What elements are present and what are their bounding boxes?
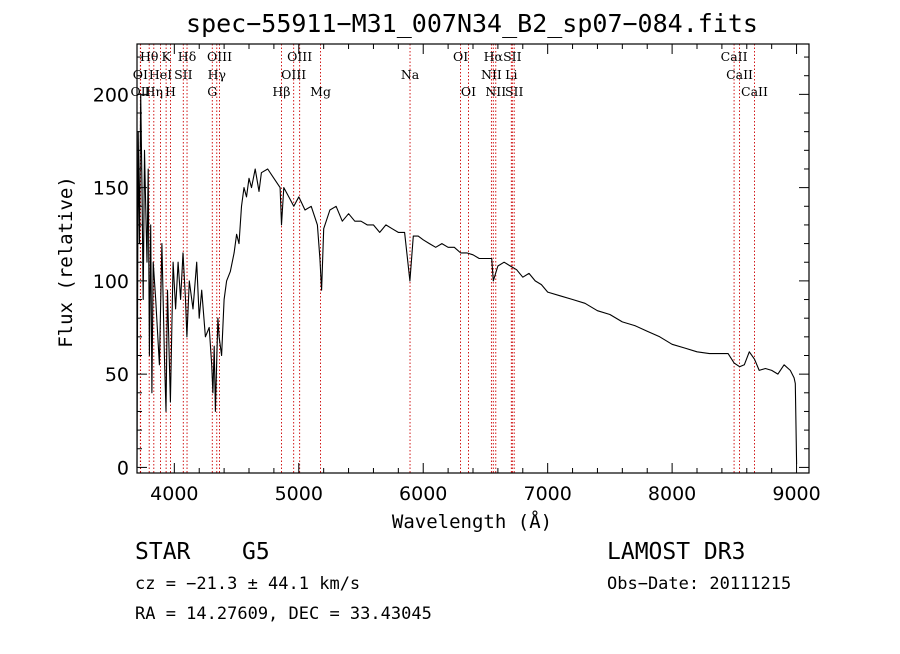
spectral-line-label: Li [505,67,517,82]
spectral-line-label: Na [401,67,420,82]
spectral-line-label: Hβ [272,84,290,99]
spectral-line-label: G [207,84,217,99]
spectral-line-label: Hγ [208,67,226,82]
spectral-line-label: SII [505,84,524,99]
spectral-line-labels: OI OII Hθ Hη HeI K H SII Hδ G Hγ OIII Hβ OIII OIII Mg Na… [131,49,768,99]
spectral-line-label: OII [131,84,151,99]
survey-name: LAMOST DR3 [607,539,745,565]
object-class: STAR [135,539,191,565]
spectral-line-label: OIII [281,67,306,82]
spectral-line-markers [139,44,755,473]
spectral-line-label: CaII [741,84,768,99]
y-tick-label: 200 [93,84,129,106]
y-tick-label: 100 [93,271,129,293]
y-tick-label: 50 [105,364,129,386]
y-axis-label: Flux (relative) [55,176,77,348]
y-tick-label: 0 [117,457,129,479]
spectral-line-label: OI [133,67,148,82]
y-axis: 0 50 100 150 200 [93,56,809,479]
coordinates: RA = 14.27609, DEC = 33.43045 [135,604,432,624]
spectral-line-label: Hα [484,49,504,64]
spectral-line-label: OI [453,49,468,64]
x-axis-label: Wavelength (Å) [392,510,552,533]
spectral-line-label: Hη [145,84,163,99]
x-tick-label: 9000 [772,483,820,505]
x-tick-label: 6000 [399,483,447,505]
x-tick-label: 8000 [648,483,696,505]
spectral-line-label: H [165,84,176,99]
spectrum-line [136,93,798,468]
spectral-line-label: CaII [721,49,748,64]
spectral-line-label: NII [485,84,506,99]
spectral-line-label: CaII [726,67,753,82]
spectral-line-label: OIII [207,49,232,64]
spectral-line-label: K [161,49,171,64]
x-tick-label: 7000 [523,483,571,505]
spectral-line-label: SII [174,67,193,82]
x-tick-label: 4000 [150,483,198,505]
spectral-line-label: OIII [287,49,312,64]
y-tick-label: 150 [93,178,129,200]
plot-frame [136,43,810,474]
spectral-line-label: Mg [310,84,331,99]
chart-title: spec−55911−M31_007N34_B2_sp07−084.fits [186,9,758,38]
spectral-line-label: Hδ [178,49,196,64]
spectral-line-label: NII [481,67,502,82]
spectral-line-label: SII [503,49,522,64]
x-axis: 4000 5000 6000 7000 8000 9000 [150,44,821,505]
spectral-subclass: G5 [242,539,270,565]
spectral-line-label: Hθ [140,49,158,64]
spectral-line-label: OI [461,84,476,99]
spectral-line-label: HeI [149,67,172,82]
x-tick-label: 5000 [275,483,323,505]
observation-date: Obs−Date: 20111215 [607,574,791,594]
redshift-cz: cz = −21.3 ± 44.1 km/s [135,574,360,594]
